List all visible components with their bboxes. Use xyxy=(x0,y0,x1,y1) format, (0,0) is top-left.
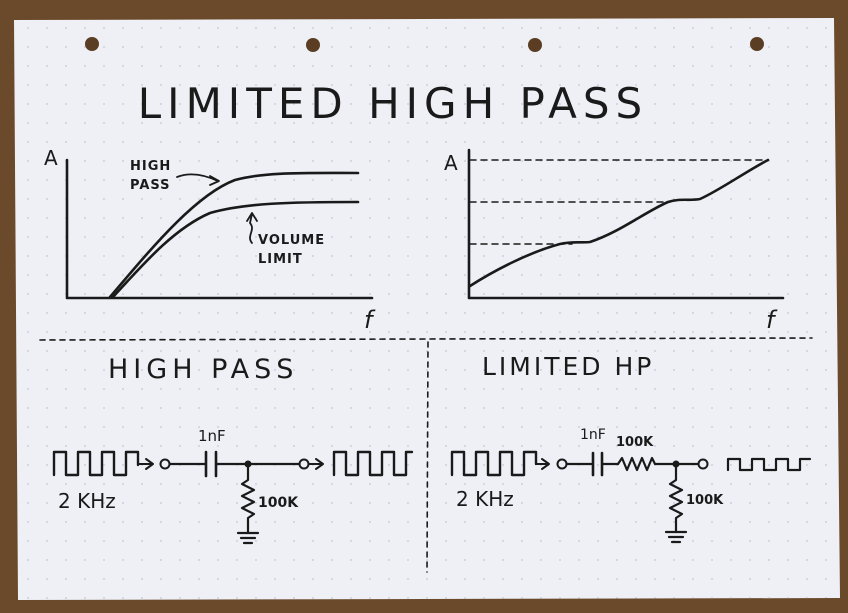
series-resistor-label: 100K xyxy=(616,435,654,450)
series-resistor xyxy=(616,456,678,472)
graph-right-axes xyxy=(467,148,785,300)
volume-limit-arrow xyxy=(249,213,253,244)
input-arrowhead xyxy=(145,458,154,470)
ground-icon xyxy=(236,531,260,545)
binder-hole xyxy=(85,37,99,51)
high-pass-arrowhead xyxy=(209,175,220,186)
binder-holes xyxy=(85,37,764,52)
circuit-right-source-label: 2 KHz xyxy=(456,487,514,511)
graph-left-axes xyxy=(65,158,374,300)
input-square-wave xyxy=(450,450,538,477)
level-guides xyxy=(469,159,769,245)
graph-left-y-label: A xyxy=(44,146,58,170)
graph-left: A f HIGH PASS VOLUME LIMIT xyxy=(44,146,376,334)
volume-limit-label-line1: VOLUME xyxy=(258,233,325,248)
shunt-resistor-label: 100K xyxy=(686,493,724,508)
graph-right-y-label: A xyxy=(444,151,458,175)
limited-high-pass-response-curve xyxy=(468,158,770,288)
capacitor-label: 1nF xyxy=(198,427,226,445)
binder-hole xyxy=(528,38,542,52)
circuit-right: LIMITED HP 2 KHz 1nF 100K 100K xyxy=(450,352,812,544)
output-square-wave xyxy=(332,450,414,477)
ground-icon xyxy=(664,530,688,544)
volume-limit-arrowhead xyxy=(246,212,258,222)
dot-grid xyxy=(14,18,840,600)
binder-hole xyxy=(306,38,320,52)
output-terminal xyxy=(697,458,709,470)
input-square-wave xyxy=(52,450,140,477)
input-terminal xyxy=(159,458,171,470)
circuit-left: HIGH PASS 2 KHz 1nF 100K xyxy=(52,354,414,545)
circuit-left-source-label: 2 KHz xyxy=(58,489,116,513)
shunt-resistor xyxy=(668,462,684,534)
output-terminal xyxy=(298,458,310,470)
input-terminal xyxy=(556,458,568,470)
capacitor-label: 1nF xyxy=(580,427,606,443)
vertical-divider xyxy=(426,341,429,573)
shunt-resistor-label: 100K xyxy=(258,495,299,511)
horizontal-divider xyxy=(39,337,813,341)
circuit-left-heading: HIGH PASS xyxy=(108,354,298,385)
high-pass-curve xyxy=(108,171,360,299)
shunt-resistor xyxy=(240,462,256,535)
high-pass-curve-label-line1: HIGH xyxy=(130,159,171,174)
high-pass-curve-label-line2: PASS xyxy=(130,178,171,193)
binder-hole xyxy=(750,37,764,51)
output-arrowhead xyxy=(315,458,324,470)
page-title: LIMITED HIGH PASS xyxy=(138,79,648,128)
volume-limit-label-line2: LIMIT xyxy=(258,252,303,267)
circuit-right-heading: LIMITED HP xyxy=(482,352,654,381)
output-square-wave xyxy=(726,457,812,472)
input-arrowhead xyxy=(541,458,550,470)
volume-limit-curve xyxy=(111,200,360,299)
